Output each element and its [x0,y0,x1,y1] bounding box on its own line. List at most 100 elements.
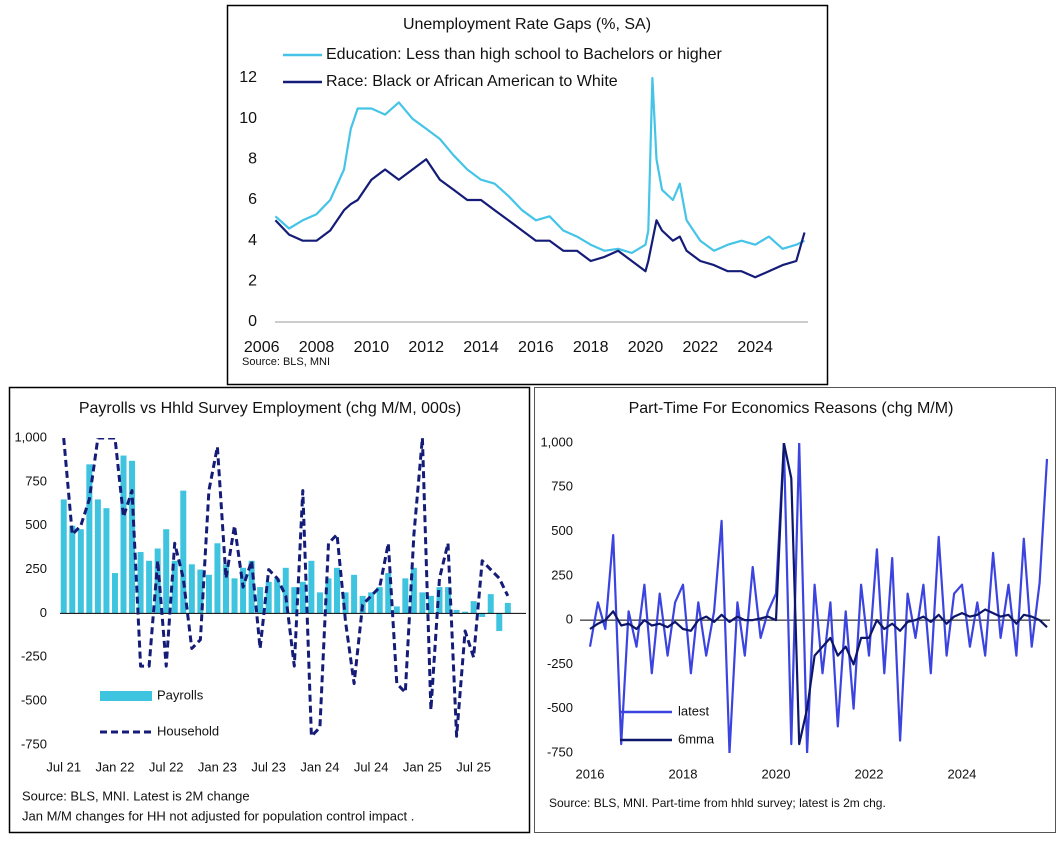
bar [479,613,486,617]
bar [265,581,272,614]
x-tick-label: Jan 23 [198,759,237,774]
x-tick-label: 2018 [573,339,609,356]
bar [427,595,434,614]
bar [137,552,144,614]
x-tick-label: Jul 22 [149,759,184,774]
legend-swatch [100,691,152,701]
legend-label: Education: Less than high school to Bach… [326,46,722,63]
y-tick-label: 0 [40,605,47,620]
x-tick-label: Jan 25 [403,759,442,774]
bar [376,587,383,614]
y-tick-label: -500 [547,700,573,715]
y-tick-label: -250 [547,656,573,671]
y-tick-label: 0 [566,612,573,627]
y-tick-label: 12 [239,69,257,86]
bar [402,578,409,614]
y-tick-label: 4 [248,232,257,249]
bar [240,567,247,614]
chart-title: Unemployment Rate Gaps (%, SA) [403,16,651,33]
bar [436,587,443,614]
bar [77,529,84,614]
x-tick-label: 2020 [628,339,664,356]
y-tick-label: 500 [551,523,573,538]
x-tick-label: Jul 24 [354,759,389,774]
panel-border [226,4,829,386]
y-tick-label: 1,000 [540,434,573,449]
source-note: Source: BLS, MNI. Part-time from hhld su… [549,796,886,810]
x-tick-label: 2008 [299,339,335,356]
x-tick-label: 2024 [737,339,773,356]
y-tick-label: 750 [25,473,47,488]
x-tick-label: 2016 [518,339,554,356]
x-tick-label: 2018 [669,766,698,781]
bar [120,455,127,614]
bar [393,606,400,614]
source-note: Jan M/M changes for HH not adjusted for … [22,808,414,823]
bar [197,569,204,614]
bar [257,587,264,614]
bar [129,460,136,614]
bar [154,548,161,614]
data-line [589,443,1048,746]
bar [308,560,315,614]
chart-title: Payrolls vs Hhld Survey Employment (chg … [79,400,461,417]
bar [334,567,341,614]
legend-label: 6mma [678,731,715,746]
x-tick-label: 2022 [683,339,719,356]
bar [188,564,195,614]
bar [419,592,426,614]
legend-label: Payrolls [157,687,204,702]
y-tick-label: 8 [248,151,257,168]
data-line [274,158,806,279]
bar [410,567,417,614]
bar [94,499,101,614]
bar [504,602,511,614]
bar [60,499,67,614]
legend-label: latest [678,703,709,718]
y-tick-label: -500 [21,693,47,708]
bar [496,613,503,631]
bar [342,592,349,614]
x-tick-label: 2006 [244,339,280,356]
x-tick-label: 2010 [354,339,390,356]
bar [487,594,494,614]
legend-label: Race: Black or African American to White [326,73,618,90]
data-line [62,438,510,738]
x-tick-label: Jul 25 [456,759,491,774]
bar [69,525,76,614]
bar [86,464,93,614]
y-tick-label: 750 [551,479,573,494]
bar [103,508,110,614]
x-tick-label: Jul 21 [46,759,81,774]
x-tick-label: Jan 24 [300,759,339,774]
bar [222,564,229,614]
chart-title: Part-Time For Economics Reasons (chg M/M… [629,400,954,417]
y-tick-label: 250 [551,567,573,582]
x-tick-label: 2022 [855,766,884,781]
y-tick-label: 500 [25,517,47,532]
bar [368,592,375,614]
bar [171,560,178,614]
bar [180,490,187,614]
bar [291,587,298,614]
x-tick-label: 2020 [762,766,791,781]
source-note: Source: BLS, MNI [242,356,330,368]
bar [231,578,238,614]
bar [214,543,221,614]
y-tick-label: 6 [248,191,257,208]
bar [146,560,153,614]
data-line [588,443,1049,753]
bar [205,574,212,614]
x-tick-label: 2012 [408,339,444,356]
bar [282,567,289,614]
x-tick-label: Jan 22 [95,759,134,774]
y-tick-label: -750 [21,736,47,751]
bar [316,592,323,614]
y-tick-label: 0 [248,313,257,330]
source-note: Source: BLS, MNI. Latest is 2M change [22,788,250,803]
x-tick-label: 2016 [576,766,605,781]
bar [325,578,332,614]
bar [470,601,477,614]
bar [462,611,469,614]
